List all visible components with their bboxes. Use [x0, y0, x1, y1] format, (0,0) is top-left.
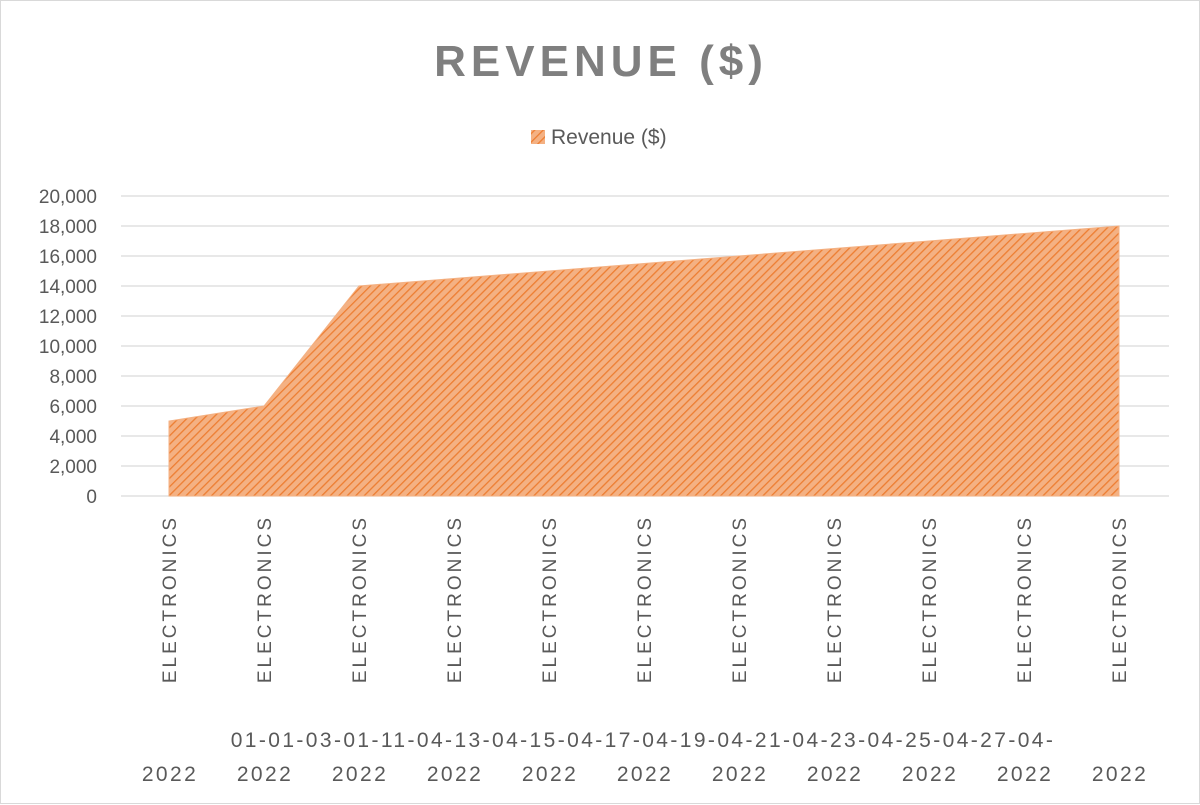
x-category-label: ELECTRONICS	[445, 515, 466, 683]
x-category-label: ELECTRONICS	[160, 515, 181, 683]
legend-label: Revenue ($)	[551, 126, 667, 149]
x-category-label: ELECTRONICS	[1110, 515, 1131, 683]
legend: Revenue ($)	[531, 126, 667, 149]
x-category-label: ELECTRONICS	[730, 515, 751, 683]
area-series	[169, 226, 1119, 496]
y-tick-label: 6,000	[49, 397, 97, 418]
x-date-year-label: 2022	[522, 763, 578, 786]
y-tick-label: 10,000	[39, 337, 97, 358]
y-tick-label: 2,000	[49, 457, 97, 478]
y-tick-label: 20,000	[39, 187, 97, 208]
y-tick-label: 4,000	[49, 427, 97, 448]
x-category-label: ELECTRONICS	[350, 515, 371, 683]
x-category-label: ELECTRONICS	[1015, 515, 1036, 683]
y-tick-label: 18,000	[39, 217, 97, 238]
x-date-year-label: 2022	[427, 763, 483, 786]
chart-title: REVENUE ($)	[434, 37, 768, 86]
x-date-year-label: 2022	[617, 763, 673, 786]
legend-swatch	[531, 130, 545, 144]
x-category-label: ELECTRONICS	[635, 515, 656, 683]
date-labels-line-top: 01-01-03-01-11-04-13-04-15-04-17-04-19-0…	[231, 729, 1056, 752]
x-category-label: ELECTRONICS	[825, 515, 846, 683]
x-axis-date-labels: 01-01-03-01-11-04-13-04-15-04-17-04-19-0…	[142, 729, 1148, 786]
y-tick-label: 14,000	[39, 277, 97, 298]
y-tick-label: 8,000	[49, 367, 97, 388]
x-date-year-label: 2022	[332, 763, 388, 786]
y-tick-label: 12,000	[39, 307, 97, 328]
y-axis-ticks: 0 2,000 4,000 6,000 8,000 10,000 12,000 14,000 1…	[39, 187, 97, 508]
x-date-year-label: 2022	[1092, 763, 1148, 786]
x-date-year-label: 2022	[237, 763, 293, 786]
x-category-label: ELECTRONICS	[255, 515, 276, 683]
x-date-year-label: 2022	[142, 763, 198, 786]
x-category-label: ELECTRONICS	[920, 515, 941, 683]
x-axis-category-labels: ELECTRONICS ELECTRONICS ELECTRONICS ELECTRO…	[160, 515, 1131, 683]
x-category-label: ELECTRONICS	[540, 515, 561, 683]
y-tick-label: 16,000	[39, 247, 97, 268]
x-date-year-label: 2022	[712, 763, 768, 786]
x-date-year-label: 2022	[807, 763, 863, 786]
revenue-area	[169, 226, 1119, 496]
x-date-year-label: 2022	[997, 763, 1053, 786]
y-tick-label: 0	[86, 487, 97, 508]
x-date-year-label: 2022	[902, 763, 958, 786]
